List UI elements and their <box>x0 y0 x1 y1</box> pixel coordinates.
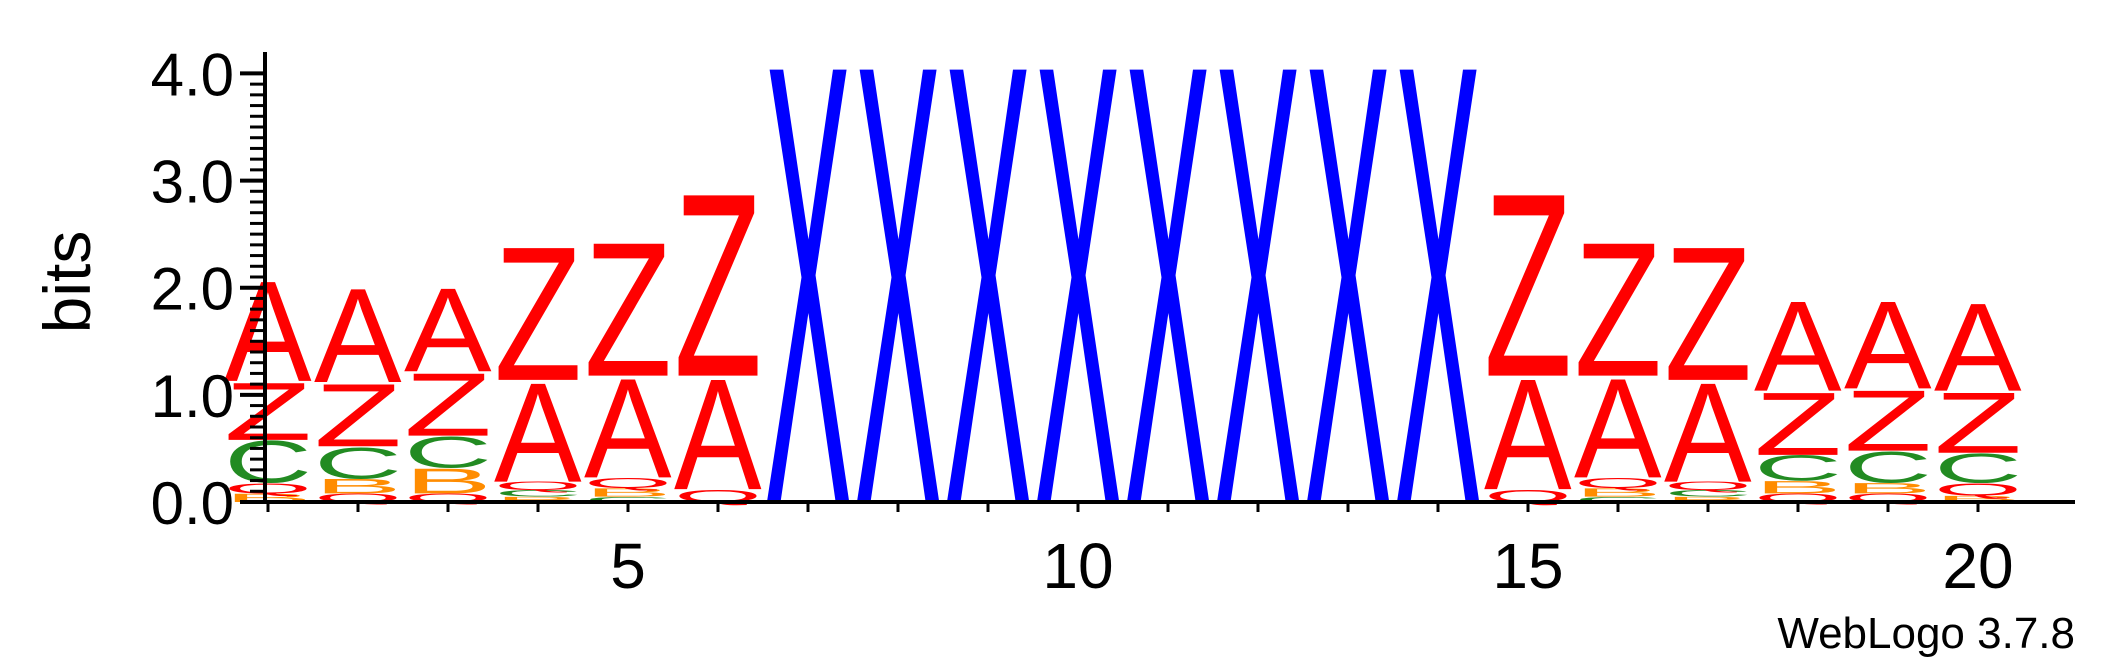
logo-glyph-X: X <box>1304 0 1392 636</box>
logo-glyph-X: X <box>944 0 1032 636</box>
x-tick-label: 20 <box>1942 530 2013 602</box>
logo-glyph-C: C <box>1934 445 2022 491</box>
logo-glyph-A: A <box>584 350 672 509</box>
logo-glyph-C: C <box>1844 443 1932 493</box>
y-tick-label: 1.0 <box>151 363 234 430</box>
logo-glyph-C: C <box>1574 495 1662 503</box>
logo-glyph-Z: Z <box>404 355 492 455</box>
logo-glyph-Z: Z <box>314 365 402 465</box>
logo-glyph-Z: Z <box>1844 372 1932 469</box>
x-tick-label: 10 <box>1042 530 1113 602</box>
logo-column-11: X <box>1124 0 1212 636</box>
y-tick-label: 0.0 <box>151 470 234 537</box>
logo-column-7: X <box>764 0 852 636</box>
weblogo-credit: WebLogo 3.7.8 <box>1777 609 2075 658</box>
logo-glyph-A: A <box>1934 278 2022 418</box>
logo-glyph-B: B <box>584 486 672 499</box>
logo-glyph-C: C <box>584 495 672 503</box>
logo-column-15: QAZ <box>1484 139 1572 523</box>
logo-glyph-X: X <box>1394 0 1482 636</box>
logo-glyph-X: X <box>1214 0 1302 636</box>
y-tick-label: 3.0 <box>151 149 234 216</box>
logo-glyph-B: B <box>1844 480 1932 497</box>
logo-column-8: X <box>854 0 942 636</box>
y-axis-ticks: 0.0 1.0 2.0 3.0 4.0 <box>151 41 265 537</box>
logo-column-9: X <box>944 0 1032 636</box>
logo-glyph-A: A <box>1574 350 1662 509</box>
logo-glyph-A: A <box>1484 345 1572 523</box>
logo-glyph-X: X <box>1034 0 1122 636</box>
logo-glyph-Z: Z <box>1754 374 1842 474</box>
logo-glyph-C: C <box>404 428 492 478</box>
logo-column-10: X <box>1034 0 1122 636</box>
logo-glyph-Z: Z <box>1484 139 1572 431</box>
x-axis-ticks: 5 10 15 20 <box>266 502 2014 602</box>
logo-glyph-Q: Q <box>1574 475 1662 492</box>
logo-glyph-C: C <box>494 489 582 499</box>
logo-glyph-B: B <box>314 475 402 499</box>
logo-glyph-B: B <box>404 461 492 501</box>
logo-glyph-B: B <box>1754 477 1842 497</box>
logo-glyph-A: A <box>674 345 762 523</box>
logo-glyph-A: A <box>1844 276 1932 416</box>
logo-glyph-B: B <box>1664 495 1752 503</box>
y-axis-label: bits <box>30 231 104 334</box>
logo-glyph-Q: Q <box>1934 480 2022 500</box>
x-tick-label: 15 <box>1492 530 1563 602</box>
logo-column-6: QAZ <box>674 139 762 523</box>
y-tick-label: 4.0 <box>151 41 234 108</box>
logo-glyph-A: A <box>314 262 402 412</box>
y-tick-label: 2.0 <box>151 256 234 323</box>
logo-glyph-Z: Z <box>1574 203 1662 417</box>
logo-glyph-X: X <box>764 0 852 636</box>
logo-glyph-Z: Z <box>494 207 582 421</box>
logo-glyph-C: C <box>314 438 402 488</box>
logo-glyph-Q: Q <box>584 475 672 492</box>
logo-column-12: X <box>1214 0 1302 636</box>
logo-glyph-B: B <box>494 495 582 503</box>
logo-glyph-C: C <box>224 429 312 496</box>
logo-glyph-B: B <box>1934 494 2022 504</box>
logo-glyph-C: C <box>1664 489 1752 499</box>
logo-glyph-Z: Z <box>1934 375 2022 472</box>
logo-column-14: X <box>1394 0 1482 636</box>
logo-glyph-A: A <box>404 263 492 397</box>
logo-glyph-X: X <box>1124 0 1212 636</box>
logo-glyph-C: C <box>1754 449 1842 489</box>
logo-glyph-A: A <box>1664 354 1752 513</box>
logo-glyph-B: B <box>1574 486 1662 499</box>
logo-glyph-X: X <box>854 0 942 636</box>
logo-glyph-Z: Z <box>1664 207 1752 421</box>
logo-glyph-A: A <box>494 354 582 513</box>
logo-glyph-Z: Z <box>584 203 672 417</box>
logo-glyph-A: A <box>224 252 312 413</box>
axes: 0.0 1.0 2.0 3.0 4.0 5 10 15 20 <box>151 41 2075 602</box>
logo-glyph-Z: Z <box>674 139 762 431</box>
x-tick-label: 5 <box>610 530 646 602</box>
logo-column-13: X <box>1304 0 1392 636</box>
logo-glyph-Q: Q <box>494 479 582 492</box>
logo-glyph-Z: Z <box>224 365 312 457</box>
logo-glyph-A: A <box>1754 274 1842 419</box>
logo-glyph-Q: Q <box>224 480 312 497</box>
logo-glyph-Q: Q <box>1664 479 1752 492</box>
